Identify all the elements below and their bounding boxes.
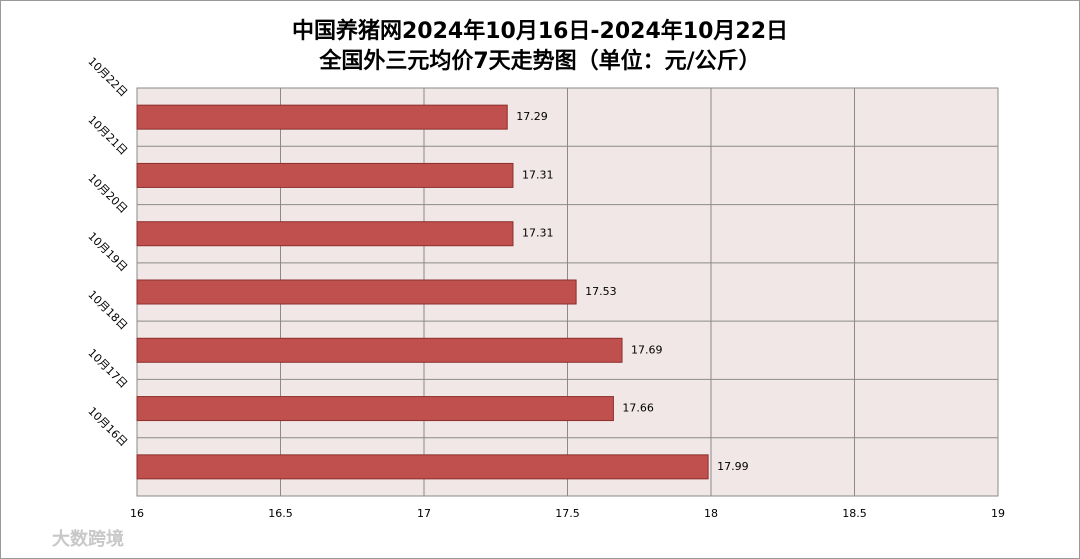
x-tick-label: 17 (417, 507, 431, 520)
value-label: 17.66 (622, 402, 654, 415)
value-label: 17.99 (717, 460, 749, 473)
value-label: 17.53 (585, 285, 617, 298)
bar (136, 337, 623, 363)
chart-title: 中国养猪网2024年10月16日-2024年10月22日 (292, 18, 788, 44)
value-label: 17.31 (522, 227, 554, 240)
x-tick-label: 18.5 (842, 507, 867, 520)
x-tick-label: 19 (991, 507, 1005, 520)
bar (136, 104, 508, 130)
chart-subtitle: 全国外三元均价7天走势图（单位：元/公斤） (318, 48, 760, 74)
bar (136, 221, 514, 247)
bar (136, 162, 514, 188)
watermark: 大数跨境 (52, 528, 124, 550)
bar (136, 454, 709, 480)
x-tick-label: 16.5 (268, 507, 293, 520)
bar (136, 279, 577, 305)
x-tick-label: 17.5 (555, 507, 580, 520)
x-tick-label: 16 (130, 507, 144, 520)
value-label: 17.31 (522, 168, 554, 181)
value-label: 17.69 (631, 343, 663, 356)
x-tick-label: 18 (704, 507, 718, 520)
bar (136, 396, 614, 422)
value-label: 17.29 (516, 110, 548, 123)
